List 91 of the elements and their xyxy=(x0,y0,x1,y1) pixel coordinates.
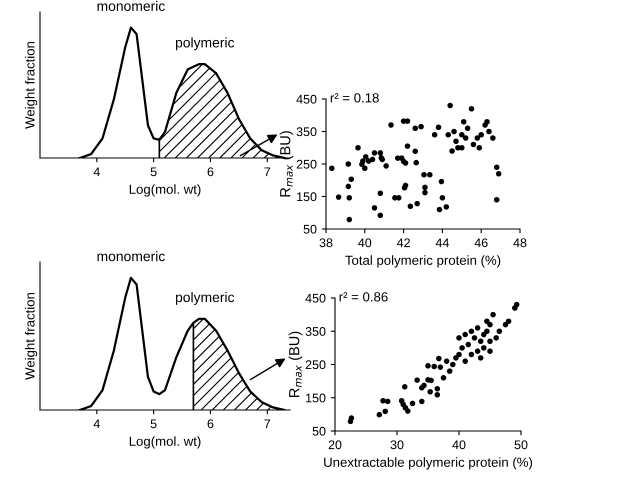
y-tick-label: 450 xyxy=(296,94,316,104)
y-axis-title: Weight fraction xyxy=(24,292,38,380)
x-axis-title: Log(mol. wt) xyxy=(130,184,200,197)
annotation: polymeric xyxy=(176,292,234,305)
y-tick-label: 50 xyxy=(312,426,326,436)
point xyxy=(487,348,493,354)
point xyxy=(484,328,490,334)
x-tick-label: 40 xyxy=(358,238,372,248)
y-tick-label: 250 xyxy=(296,160,316,169)
y-tick-label: 150 xyxy=(297,192,316,202)
point xyxy=(456,335,462,341)
x-tick-label: 20 xyxy=(328,440,342,450)
x-tick-label: 40 xyxy=(452,440,466,450)
x-tick-label: 7 xyxy=(264,167,270,176)
text: monomeric xyxy=(97,0,165,12)
y-tick-label: 350 xyxy=(296,127,316,136)
point xyxy=(487,338,493,344)
point xyxy=(410,400,416,406)
y-tick-label: 250 xyxy=(306,360,326,370)
point xyxy=(453,355,459,361)
point xyxy=(434,386,440,392)
point xyxy=(414,377,420,383)
point xyxy=(468,328,474,334)
x-axis-title: Unextractable polymeric protein (%) xyxy=(324,457,532,470)
point xyxy=(466,342,472,348)
text: monomeric xyxy=(97,251,165,262)
point xyxy=(446,368,452,374)
point xyxy=(438,364,444,370)
point xyxy=(427,388,433,395)
point xyxy=(490,312,496,318)
x-tick-label: 30 xyxy=(390,440,404,450)
point xyxy=(472,335,478,341)
point xyxy=(481,332,487,338)
annotation: r² = 0.18 xyxy=(330,93,379,103)
point xyxy=(384,398,390,404)
point xyxy=(496,328,502,334)
x-tick-label: 5 xyxy=(150,167,157,176)
x-tick-label: 4 xyxy=(94,419,100,428)
annotation: r² = 0.86 xyxy=(340,292,388,302)
point xyxy=(478,338,484,344)
point xyxy=(425,363,431,369)
point xyxy=(493,335,499,341)
y-tick-label: 150 xyxy=(306,394,326,402)
point xyxy=(481,345,487,351)
point xyxy=(402,384,408,390)
point xyxy=(440,375,446,381)
point xyxy=(514,302,520,308)
point xyxy=(376,412,382,418)
x-tick-label: 38 xyxy=(320,238,332,248)
point xyxy=(459,345,465,351)
point xyxy=(434,392,440,398)
x-tick-label: 48 xyxy=(513,238,526,248)
point xyxy=(436,356,442,362)
x-tick-label: 4 xyxy=(94,167,100,176)
annotation: polymeric xyxy=(176,37,234,50)
point xyxy=(456,352,462,358)
point xyxy=(402,404,408,411)
y-axis-title: R$_{max}$ (BU) xyxy=(288,332,302,397)
point xyxy=(444,358,450,364)
x-axis-title: Total polymeric protein (%) xyxy=(345,255,500,268)
point xyxy=(506,318,512,324)
point xyxy=(502,322,508,328)
point xyxy=(474,325,480,331)
y-axis-title: Weight fraction xyxy=(24,42,38,129)
x-axis-title: Log(mol. wt) xyxy=(130,436,200,449)
point xyxy=(487,322,493,328)
point xyxy=(348,415,354,421)
y-tick-label: 50 xyxy=(304,224,316,234)
x-tick-label: 44 xyxy=(436,238,449,248)
point xyxy=(478,355,484,361)
point xyxy=(419,398,425,404)
y-tick-label: 450 xyxy=(305,294,326,303)
x-tick-label: 6 xyxy=(208,419,214,428)
point xyxy=(380,398,386,404)
x-tick-label: 42 xyxy=(396,238,410,248)
y-tick-label: 350 xyxy=(306,327,326,336)
point xyxy=(421,382,427,388)
x-tick-label: 46 xyxy=(474,238,488,248)
x-tick-label: 5 xyxy=(150,419,157,428)
point xyxy=(450,362,456,368)
point xyxy=(484,318,490,324)
point xyxy=(462,358,468,364)
point xyxy=(468,352,474,358)
point xyxy=(405,408,411,414)
point xyxy=(462,332,468,338)
point xyxy=(431,364,437,370)
x-tick-label: 6 xyxy=(208,167,214,176)
point xyxy=(474,348,480,354)
x-tick-label: 50 xyxy=(514,440,528,450)
point xyxy=(382,408,388,414)
x-tick-label: 7 xyxy=(264,419,270,428)
